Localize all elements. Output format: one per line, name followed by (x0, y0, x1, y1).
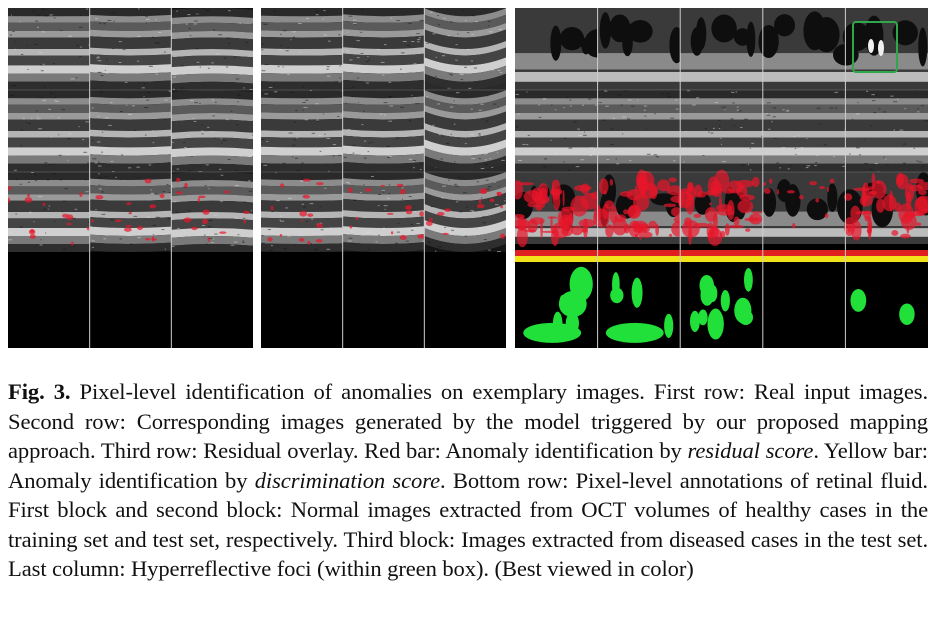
discrimination-score-bar (597, 256, 681, 262)
block-training-normal-column-3 (171, 8, 253, 348)
block-training-normal-image (8, 8, 253, 348)
block-test-normal-column-3 (424, 8, 506, 348)
figure-caption: Fig. 3. Pixel-level identification of an… (8, 377, 928, 584)
discrimination-score-bar (762, 256, 846, 262)
discrimination-score-bar (515, 256, 598, 262)
block-test-diseased-column-1 (515, 8, 611, 348)
hyperreflective-foci-box (852, 21, 898, 73)
block-test-diseased-image (515, 8, 928, 348)
discrimination-score-bar (845, 256, 928, 262)
discrimination-score-bar (680, 256, 763, 262)
block-test-normal (261, 8, 506, 348)
block-test-diseased-column-3 (677, 8, 765, 348)
block-training-normal-column-1 (8, 8, 93, 348)
residual-score-bar (762, 250, 846, 256)
block-test-normal-column-2 (342, 8, 428, 348)
residual-score-bar (845, 250, 928, 256)
block-test-normal-image (261, 8, 506, 348)
block-training-normal (8, 8, 253, 348)
caption-text-2: . Yellow bar: Anomaly identification by (8, 438, 928, 493)
figure-label: Fig. 3. (8, 379, 71, 404)
block-test-normal-column-1 (261, 8, 345, 348)
caption-residual-score: residual score (687, 438, 814, 463)
block-test-diseased-column-4 (758, 8, 849, 348)
block-training-normal-column-2 (89, 8, 174, 348)
caption-text-1: Pixel-level identification of anomalies … (8, 379, 928, 463)
block-test-diseased-column-2 (593, 8, 688, 348)
residual-score-bar (515, 250, 598, 256)
residual-score-bar (680, 250, 763, 256)
block-test-diseased-column-5 (833, 8, 928, 348)
residual-score-bar (597, 250, 681, 256)
caption-discrimination-score: discrimination score (254, 467, 441, 493)
caption-text-3: . Bottom row: Pixel-level annotations of… (8, 467, 928, 582)
figure (8, 8, 928, 348)
block-test-diseased (515, 8, 928, 348)
